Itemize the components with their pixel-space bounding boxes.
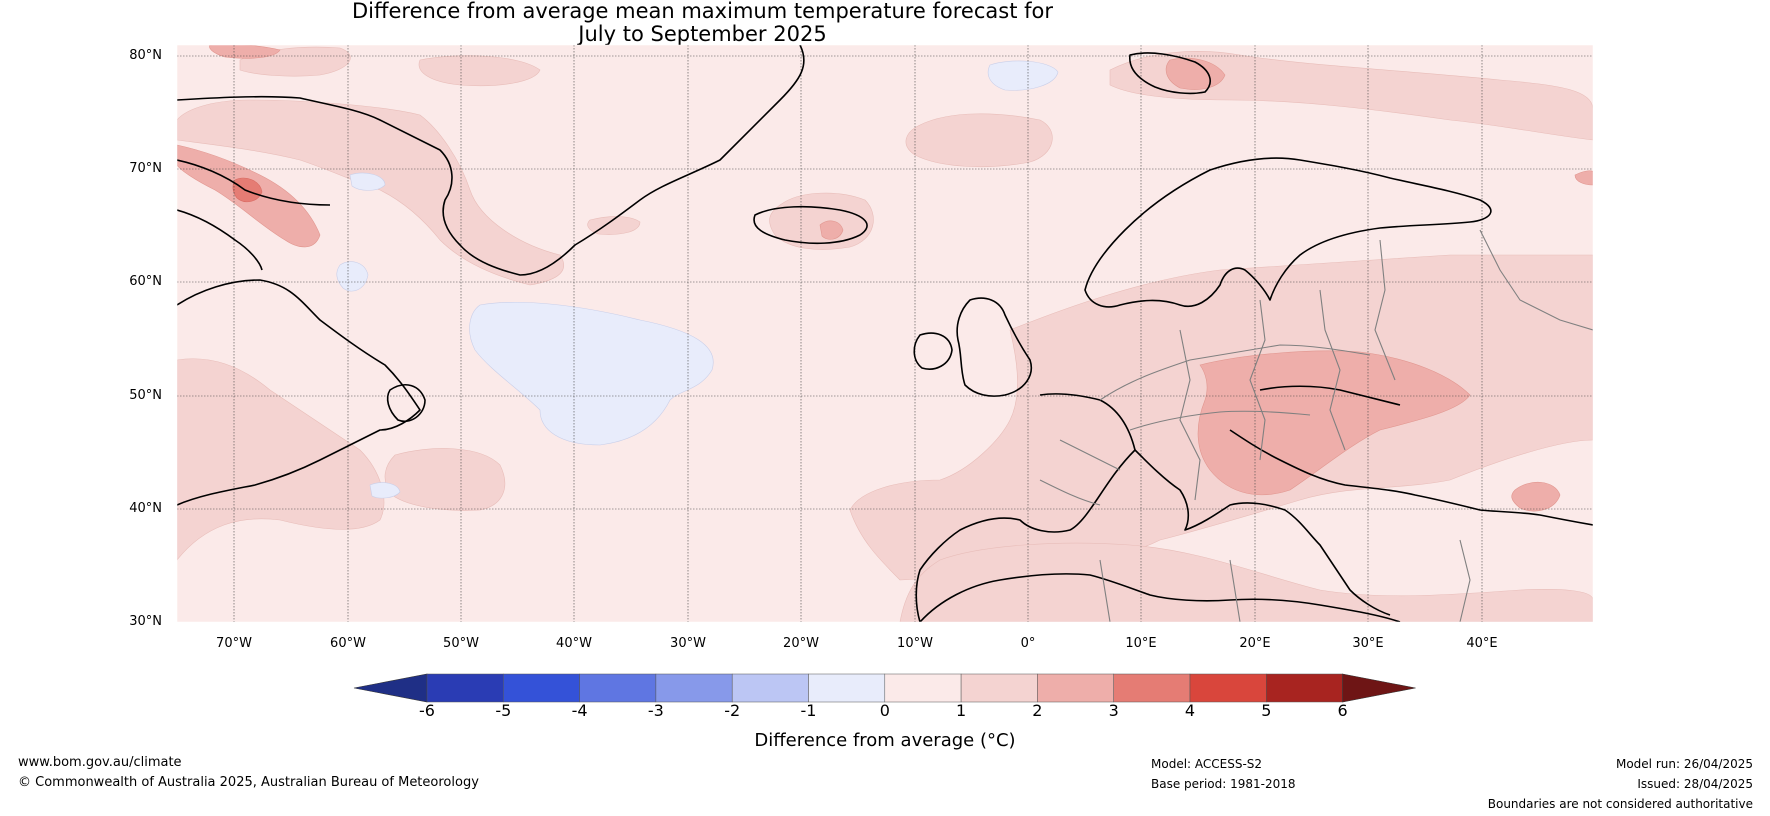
- base-period-text: Base period: 1981-2018: [1151, 777, 1296, 791]
- colorbar-tick-label: 4: [1184, 701, 1196, 720]
- model-text: Model: ACCESS-S2: [1151, 757, 1263, 771]
- lat-label-40n: 40°N: [129, 501, 162, 516]
- colorbar-extend-low: [353, 673, 428, 703]
- colorbar-tick-label: 3: [1108, 701, 1119, 720]
- model-run-text: Model run: 26/04/2025: [1615, 757, 1753, 771]
- colorbar-tick-label: -1: [800, 701, 817, 720]
- lat-label-80n: 80°N: [129, 48, 162, 63]
- colorbar-bin: [1113, 673, 1191, 703]
- colorbar-tick-label: -3: [647, 701, 664, 720]
- colorbar-label: Difference from average (°C): [754, 730, 1016, 751]
- lon-label-40w: 40°W: [556, 636, 592, 651]
- colorbar-tick-label: 6: [1337, 701, 1348, 720]
- lat-label-70n: 70°N: [129, 161, 162, 176]
- colorbar-tick-label: 2: [1032, 701, 1043, 720]
- lon-label-10w: 10°W: [897, 636, 933, 651]
- graticule: [177, 45, 1593, 622]
- lon-label-20e: 20°E: [1239, 636, 1271, 651]
- issued-text: Issued: 28/04/2025: [1637, 777, 1753, 791]
- colorbar-bin: [884, 673, 962, 703]
- lon-label-20w: 20°W: [783, 636, 819, 651]
- anomaly-minus1-to-0-regions: [336, 60, 1059, 499]
- title-line-1: Difference from average mean maximum tem…: [352, 0, 1053, 23]
- anomaly-3-to-4-regions: [232, 177, 263, 203]
- colorbar-bin: [1266, 673, 1343, 703]
- map-title: Difference from average mean maximum tem…: [0, 0, 1405, 46]
- colorbar-bin: [1037, 673, 1114, 703]
- country-borders: [1039, 229, 1593, 622]
- colorbar-bin: [960, 673, 1038, 703]
- colorbar-bin: [579, 673, 657, 703]
- colorbar-extend-high: [1342, 673, 1416, 703]
- colorbar-bin: [655, 673, 733, 703]
- lat-label-50n: 50°N: [129, 388, 162, 403]
- colorbar-tick-label: -2: [724, 701, 741, 720]
- colorbar-tick-label: 5: [1261, 701, 1272, 720]
- title-line-2: July to September 2025: [578, 22, 827, 46]
- copyright-text: © Commonwealth of Australia 2025, Austra…: [18, 775, 479, 790]
- colorbar-bin: [503, 673, 580, 703]
- colorbar-bin: [731, 673, 809, 703]
- colorbar-tick-label: -4: [571, 701, 588, 720]
- lon-label-30w: 30°W: [670, 636, 706, 651]
- lon-label-40e: 40°E: [1466, 636, 1498, 651]
- colorbar-tick-label: -6: [419, 701, 435, 720]
- colorbar-tick-label: 1: [956, 701, 967, 720]
- lon-label-70w: 70°W: [216, 636, 252, 651]
- colorbar-tick-label: -5: [495, 701, 512, 720]
- lat-label-60n: 60°N: [129, 274, 162, 289]
- lon-label-0: 0°: [1020, 636, 1036, 651]
- colorbar-tick-label: 0: [879, 701, 890, 720]
- lon-label-10e: 10°E: [1125, 636, 1157, 651]
- lon-label-30e: 30°E: [1352, 636, 1384, 651]
- colorbar-bin: [808, 673, 886, 703]
- colorbar-bin: [426, 673, 504, 703]
- website-text: www.bom.gov.au/climate: [18, 755, 182, 770]
- disclaimer-text: Boundaries are not considered authoritat…: [1487, 797, 1753, 811]
- coastlines: [177, 45, 1593, 622]
- lat-label-30n: 30°N: [129, 614, 162, 629]
- colorbar-bin: [1189, 673, 1267, 703]
- lon-label-50w: 50°W: [443, 636, 479, 651]
- lon-label-60w: 60°W: [330, 636, 366, 651]
